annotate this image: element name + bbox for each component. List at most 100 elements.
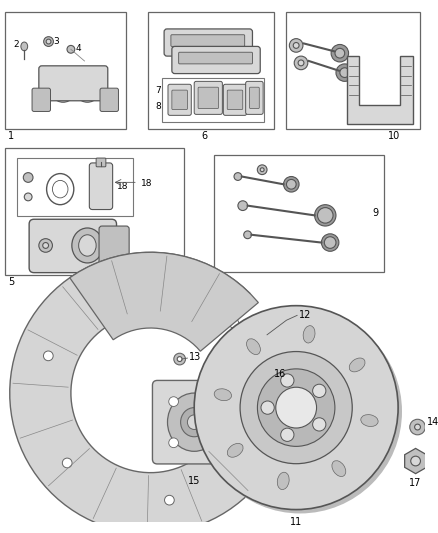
Circle shape bbox=[314, 205, 336, 226]
Ellipse shape bbox=[361, 415, 378, 426]
Circle shape bbox=[281, 428, 294, 441]
Circle shape bbox=[281, 374, 294, 387]
FancyBboxPatch shape bbox=[29, 219, 117, 273]
Bar bbox=[148, 12, 274, 129]
Text: 13: 13 bbox=[189, 352, 201, 362]
Circle shape bbox=[234, 173, 242, 180]
FancyBboxPatch shape bbox=[227, 90, 243, 109]
FancyBboxPatch shape bbox=[96, 158, 106, 167]
Bar bbox=[162, 78, 264, 122]
Circle shape bbox=[169, 397, 178, 407]
Text: 8: 8 bbox=[155, 102, 161, 111]
Circle shape bbox=[46, 39, 51, 44]
Text: 9: 9 bbox=[372, 208, 378, 219]
Circle shape bbox=[410, 419, 425, 435]
Circle shape bbox=[335, 49, 345, 58]
Circle shape bbox=[67, 45, 75, 53]
Polygon shape bbox=[70, 252, 258, 351]
Ellipse shape bbox=[227, 443, 243, 457]
Circle shape bbox=[62, 458, 72, 468]
Circle shape bbox=[43, 243, 49, 248]
Circle shape bbox=[293, 43, 299, 49]
Ellipse shape bbox=[349, 358, 365, 372]
Polygon shape bbox=[10, 252, 272, 533]
Text: 1: 1 bbox=[8, 131, 14, 141]
FancyBboxPatch shape bbox=[172, 46, 260, 74]
Circle shape bbox=[294, 56, 308, 70]
Circle shape bbox=[194, 305, 398, 510]
Ellipse shape bbox=[180, 408, 208, 437]
Circle shape bbox=[240, 352, 352, 464]
Circle shape bbox=[331, 44, 349, 62]
Text: 18: 18 bbox=[141, 180, 152, 189]
Circle shape bbox=[238, 201, 247, 211]
Text: 17: 17 bbox=[410, 478, 422, 488]
Bar bbox=[286, 12, 420, 129]
FancyBboxPatch shape bbox=[179, 52, 252, 64]
Text: 12: 12 bbox=[299, 310, 311, 320]
Ellipse shape bbox=[187, 415, 201, 430]
Circle shape bbox=[336, 64, 353, 82]
Circle shape bbox=[23, 173, 33, 182]
FancyBboxPatch shape bbox=[39, 66, 108, 101]
Ellipse shape bbox=[73, 68, 102, 102]
Circle shape bbox=[44, 37, 53, 46]
Ellipse shape bbox=[277, 472, 289, 490]
Circle shape bbox=[177, 357, 182, 361]
Circle shape bbox=[258, 369, 335, 446]
Circle shape bbox=[290, 38, 303, 52]
Circle shape bbox=[283, 176, 299, 192]
Text: 2: 2 bbox=[14, 39, 19, 49]
Circle shape bbox=[276, 387, 317, 428]
Bar bbox=[5, 148, 184, 274]
Circle shape bbox=[340, 68, 350, 77]
Circle shape bbox=[39, 239, 53, 252]
Circle shape bbox=[24, 193, 32, 201]
Ellipse shape bbox=[332, 461, 346, 477]
FancyBboxPatch shape bbox=[100, 88, 118, 111]
Circle shape bbox=[286, 180, 296, 189]
Circle shape bbox=[198, 310, 402, 513]
Circle shape bbox=[210, 397, 219, 407]
FancyBboxPatch shape bbox=[168, 84, 191, 115]
Circle shape bbox=[260, 376, 274, 390]
FancyBboxPatch shape bbox=[250, 87, 259, 109]
Text: 7: 7 bbox=[155, 86, 161, 95]
Polygon shape bbox=[346, 56, 413, 124]
Circle shape bbox=[169, 438, 178, 448]
FancyBboxPatch shape bbox=[172, 90, 187, 109]
Ellipse shape bbox=[49, 68, 78, 102]
Circle shape bbox=[174, 353, 185, 365]
Text: 18: 18 bbox=[117, 182, 128, 191]
Text: 15: 15 bbox=[188, 475, 201, 486]
Text: 10: 10 bbox=[389, 131, 401, 141]
Circle shape bbox=[298, 60, 304, 66]
Text: 3: 3 bbox=[53, 37, 59, 46]
FancyBboxPatch shape bbox=[223, 84, 247, 115]
Circle shape bbox=[43, 351, 53, 361]
Circle shape bbox=[260, 168, 264, 172]
Ellipse shape bbox=[53, 72, 74, 99]
Circle shape bbox=[261, 401, 274, 414]
Circle shape bbox=[415, 424, 420, 430]
Ellipse shape bbox=[77, 72, 98, 99]
FancyBboxPatch shape bbox=[32, 88, 50, 111]
Text: 11: 11 bbox=[290, 518, 302, 527]
FancyBboxPatch shape bbox=[164, 29, 252, 56]
Circle shape bbox=[229, 318, 239, 328]
Text: 4: 4 bbox=[76, 44, 81, 53]
Circle shape bbox=[321, 234, 339, 251]
Ellipse shape bbox=[53, 180, 68, 198]
Circle shape bbox=[313, 418, 326, 431]
Text: 6: 6 bbox=[201, 131, 207, 141]
Bar bbox=[17, 158, 133, 216]
Ellipse shape bbox=[72, 228, 103, 263]
FancyBboxPatch shape bbox=[194, 82, 223, 115]
Ellipse shape bbox=[79, 235, 96, 256]
FancyBboxPatch shape bbox=[89, 163, 113, 209]
Ellipse shape bbox=[247, 339, 260, 354]
Text: 5: 5 bbox=[8, 277, 14, 287]
Ellipse shape bbox=[21, 42, 28, 51]
FancyBboxPatch shape bbox=[198, 87, 219, 109]
FancyBboxPatch shape bbox=[99, 226, 129, 266]
